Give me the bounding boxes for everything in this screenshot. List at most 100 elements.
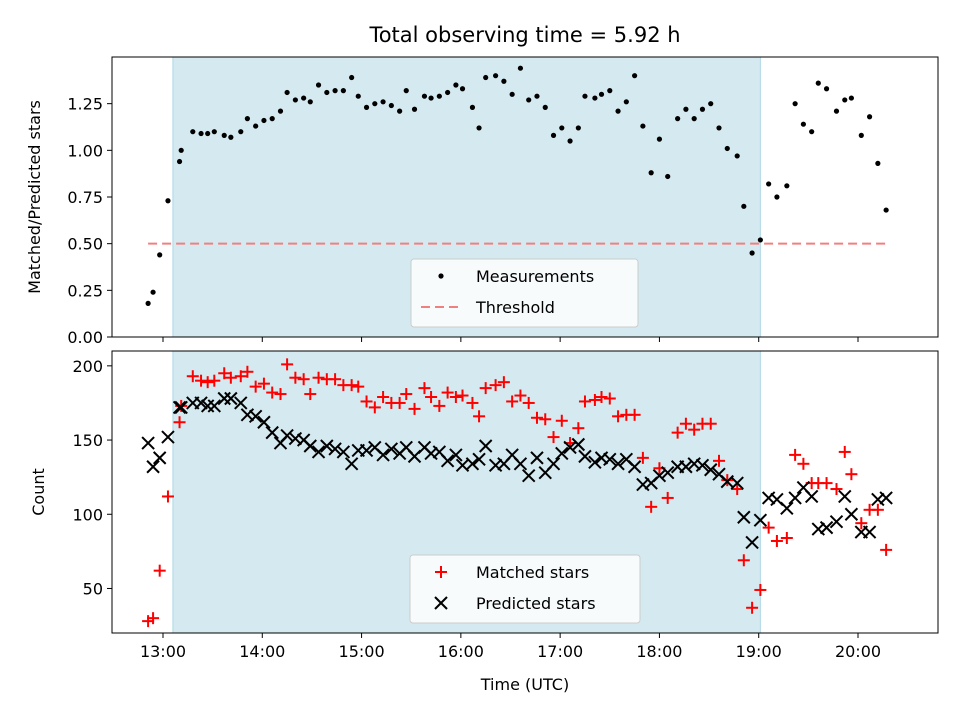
legend-matched-label: Matched stars — [476, 563, 589, 582]
matched-star-point — [845, 468, 858, 481]
measurement-point — [145, 300, 151, 306]
measurement-point — [150, 289, 156, 295]
predicted-star-point — [745, 535, 759, 550]
measurement-point — [340, 88, 346, 94]
measurement-point — [205, 130, 211, 137]
bottom-y-ticks: 50 100 150 200 — [72, 357, 112, 598]
predicted-star-point — [521, 468, 536, 483]
matched-star-point — [304, 388, 317, 401]
x-tick-label: 14:00 — [239, 642, 285, 661]
predicted-star-point — [248, 409, 263, 424]
measurement-point — [632, 73, 638, 79]
measurement-point — [648, 170, 654, 176]
measurement-point — [800, 121, 806, 127]
predicted-star-point — [695, 458, 710, 472]
measurement-point — [372, 101, 378, 107]
matched-star-point — [297, 373, 310, 386]
matched-star-point — [186, 370, 199, 383]
matched-star-point — [195, 374, 208, 387]
predicted-star-point — [780, 501, 794, 516]
x-tick-label: 16:00 — [438, 642, 484, 661]
predicted-star-point — [819, 520, 834, 535]
matched-star-point — [497, 376, 510, 389]
measurement-point — [784, 183, 790, 189]
matched-star-point — [377, 391, 390, 404]
measurement-point — [355, 93, 361, 99]
matched-star-point — [661, 491, 674, 504]
matched-star-point — [257, 377, 270, 390]
matched-star-point — [479, 382, 492, 395]
predicted-star-point — [311, 445, 326, 459]
y-tick-label: 50 — [83, 579, 103, 598]
measurement-point — [683, 106, 689, 112]
predicted-star-point — [152, 451, 167, 465]
legend-measurements-marker — [438, 273, 444, 279]
top-legend: Measurements Threshold — [410, 258, 639, 328]
measurement-point — [324, 89, 330, 96]
predicted-star-point — [737, 510, 751, 524]
measurement-point — [277, 108, 284, 114]
matched-star-point — [539, 413, 552, 426]
measurement-point — [656, 136, 663, 142]
matched-star-point — [312, 371, 325, 384]
matched-star-point — [522, 396, 535, 409]
measurement-point — [766, 181, 772, 187]
measurement-point — [842, 97, 848, 103]
measurement-point — [228, 134, 234, 140]
measurement-point — [509, 91, 515, 97]
predicted-star-point — [844, 507, 859, 521]
predicted-star-point — [265, 425, 279, 440]
matched-star-point — [266, 386, 279, 399]
measurement-point — [388, 102, 394, 109]
measurement-point — [445, 89, 451, 96]
matched-star-point — [449, 391, 462, 404]
x-tick-label: 13:00 — [140, 642, 186, 661]
matched-star-point — [746, 601, 759, 614]
matched-star-point — [201, 376, 214, 389]
measurement-point — [724, 145, 730, 152]
measurement-point — [815, 80, 821, 86]
matched-star-point — [770, 534, 783, 547]
measurement-point — [559, 125, 565, 131]
measurement-point — [269, 116, 275, 122]
legend-matched-marker — [435, 566, 447, 578]
measurement-point — [823, 86, 830, 92]
matched-star-point — [547, 431, 560, 444]
matched-star-point — [762, 521, 775, 534]
predicted-star-point — [194, 396, 208, 410]
matched-star-point — [731, 483, 744, 496]
predicted-star-point — [555, 446, 569, 461]
predicted-star-point — [829, 514, 844, 529]
matched-star-point — [408, 402, 421, 415]
matched-star-point — [588, 393, 601, 406]
matched-star-point — [433, 399, 446, 412]
measurement-point — [749, 250, 755, 256]
measurement-point — [550, 132, 557, 138]
measurement-point — [428, 95, 434, 101]
matched-star-point — [713, 454, 725, 467]
predicted-star-point — [336, 445, 351, 459]
matched-star-point — [352, 380, 365, 393]
predicted-star-point — [652, 468, 667, 483]
matched-star-point — [603, 392, 616, 405]
predicted-star-point — [472, 452, 486, 467]
matched-star-point — [241, 365, 254, 378]
predicted-star-point — [804, 489, 819, 504]
chart-title: Total observing time = 5.92 h — [368, 23, 680, 47]
matched-star-point — [234, 370, 247, 383]
top-x-ticks — [162, 337, 859, 342]
legend-predicted-marker — [434, 596, 448, 610]
matched-star-point — [274, 388, 287, 401]
predicted-star-point — [174, 400, 188, 415]
measurement-point — [476, 125, 482, 131]
measurement-point — [607, 88, 613, 94]
measurement-point — [307, 99, 313, 105]
predicted-star-point — [578, 449, 592, 464]
measurement-point — [691, 116, 697, 122]
predicted-star-point — [320, 439, 334, 453]
predicted-star-point — [730, 476, 744, 490]
measurement-point — [221, 132, 227, 138]
measurement-point — [453, 82, 459, 88]
measurement-point — [792, 101, 798, 107]
measurement-points — [145, 65, 889, 306]
